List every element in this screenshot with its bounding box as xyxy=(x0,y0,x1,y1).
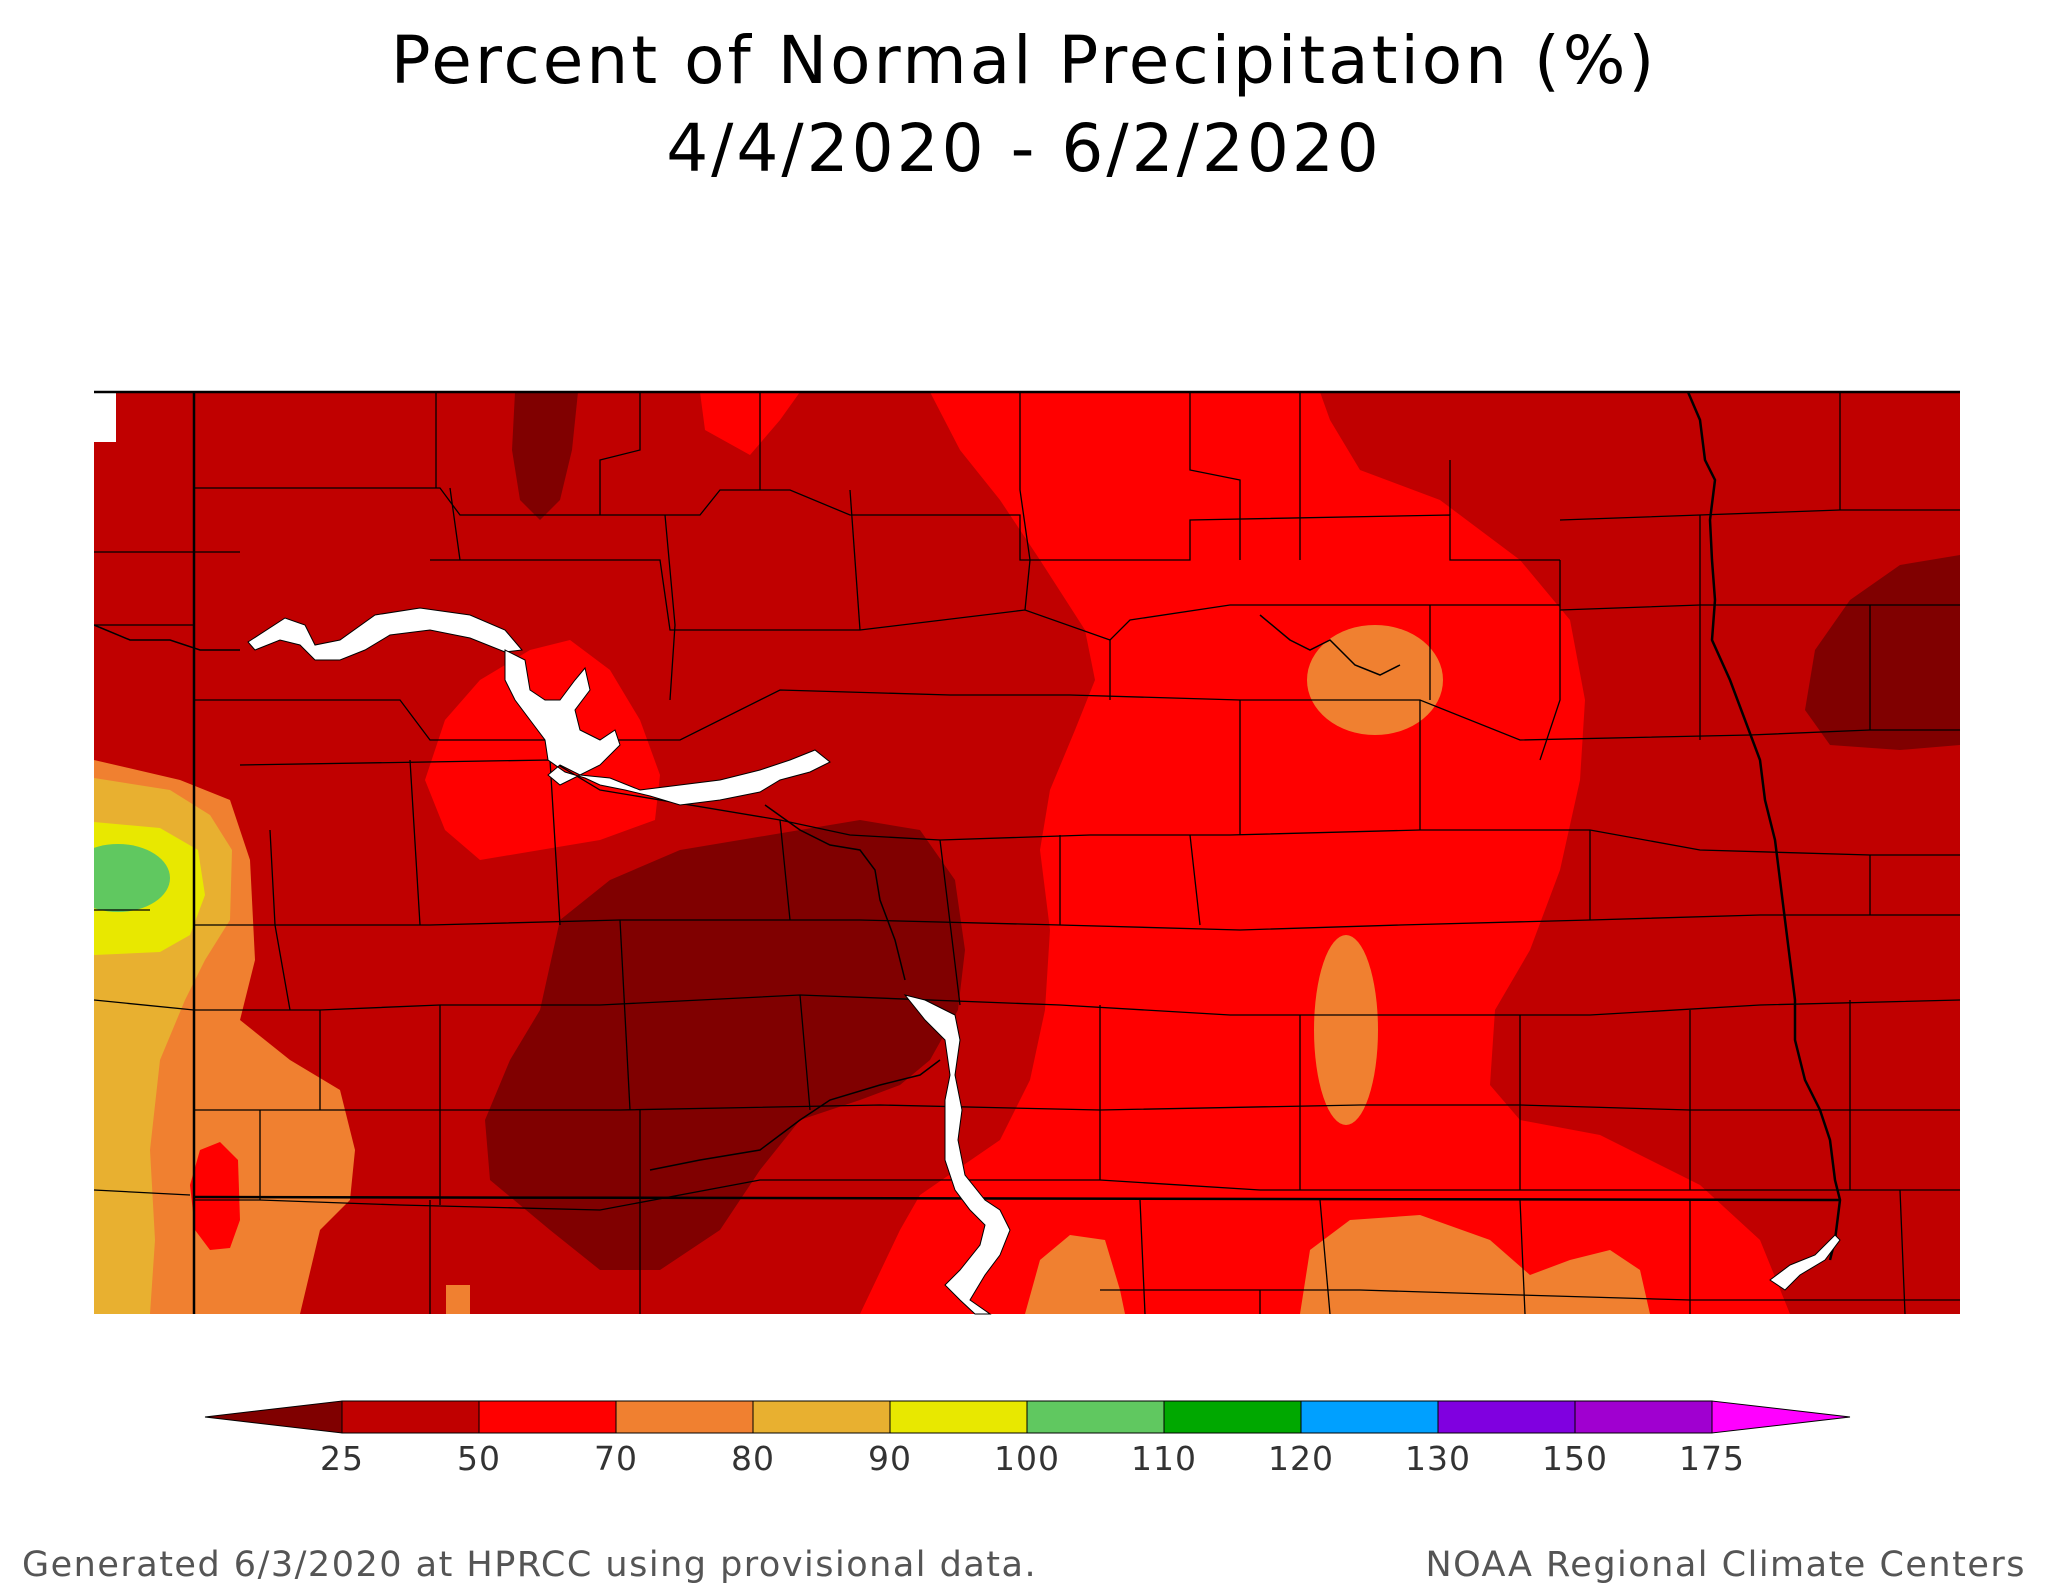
legend-tick-label: 130 xyxy=(1405,1439,1471,1478)
band-70-80-north-pocket xyxy=(1307,625,1443,735)
source-credit: NOAA Regional Climate Centers xyxy=(1425,1545,2026,1585)
band-below-25-east xyxy=(1805,555,1960,750)
legend-tick-label: 50 xyxy=(457,1439,501,1478)
white-corner xyxy=(94,392,116,442)
legend-tick-label: 100 xyxy=(994,1439,1060,1478)
legend-tick-label: 120 xyxy=(1268,1439,1334,1478)
map-date-range: 4/4/2020 - 6/2/2020 xyxy=(666,110,1382,187)
band-50-70-pocket xyxy=(425,640,660,860)
band-below-25-central xyxy=(485,820,965,1270)
legend-swatch xyxy=(478,1400,617,1434)
band-100-110 xyxy=(94,844,170,912)
legend-arrow-high xyxy=(1711,1400,1851,1434)
legend-swatch xyxy=(1300,1400,1439,1434)
legend-swatch xyxy=(341,1400,480,1434)
legend-tick-label: 175 xyxy=(1679,1439,1745,1478)
color-legend: 25 50 70 80 90 100 110 120 130 150 175 xyxy=(204,1400,1851,1478)
red-river-border xyxy=(1686,391,1842,1261)
band-25-50-east xyxy=(1320,392,1960,1314)
band-70-80-south-small xyxy=(1025,1235,1125,1314)
legend-tick-label: 110 xyxy=(1131,1439,1197,1478)
band-70-80-south xyxy=(1300,1215,1650,1314)
legend-swatch xyxy=(889,1400,1028,1434)
band-70-80-speck xyxy=(446,1285,470,1314)
legend-swatch xyxy=(1163,1400,1302,1434)
map-title: Percent of Normal Precipitation (%) xyxy=(390,22,1658,99)
state-boundaries xyxy=(94,390,1960,1314)
legend-swatch xyxy=(1437,1400,1576,1434)
legend-tick-label: 25 xyxy=(320,1439,364,1478)
legend-tick-label: 70 xyxy=(594,1439,638,1478)
legend-tick-label: 90 xyxy=(868,1439,912,1478)
legend-arrow-low xyxy=(204,1400,343,1434)
legend-tick-label: 80 xyxy=(731,1439,775,1478)
legend-tick-label: 150 xyxy=(1542,1439,1608,1478)
precipitation-field xyxy=(94,392,1960,1314)
county-boundaries xyxy=(94,392,1960,1314)
legend-swatch xyxy=(1574,1400,1713,1434)
legend-swatch xyxy=(752,1400,891,1434)
band-below-25-north xyxy=(512,392,578,520)
legend-swatch xyxy=(615,1400,754,1434)
missouri-river xyxy=(247,607,1841,1315)
generation-note: Generated 6/3/2020 at HPRCC using provis… xyxy=(22,1545,1038,1585)
legend-swatch xyxy=(1026,1400,1165,1434)
band-70-80-central-pocket xyxy=(1314,935,1378,1125)
